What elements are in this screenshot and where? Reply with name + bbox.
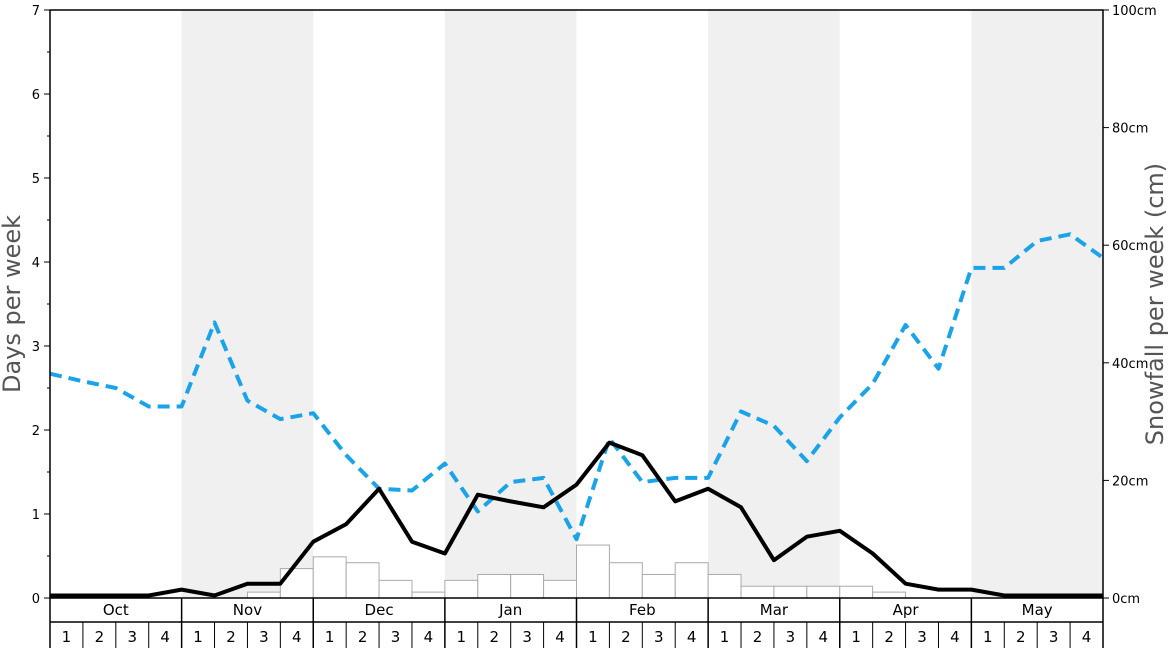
week-label: 2 (489, 628, 499, 646)
snowfall-bar (641, 573, 676, 599)
week-label: 2 (753, 628, 763, 646)
right-axis-title: Snowfall per week (cm) (1141, 163, 1168, 445)
month-shade (444, 10, 577, 598)
week-label: 1 (851, 628, 861, 646)
right-tick-label: 100cm (1112, 4, 1157, 19)
week-label: 4 (1082, 628, 1092, 646)
week-label: 1 (588, 628, 598, 646)
week-label: 4 (950, 628, 960, 646)
snowfall-bar (246, 591, 281, 599)
snowfall-bar (477, 573, 512, 599)
week-label: 2 (884, 628, 894, 646)
month-label: Feb (629, 601, 656, 619)
right-tick-label: 20cm (1112, 474, 1148, 489)
snowfall-bar (839, 585, 874, 599)
snowfall-bar (279, 568, 314, 599)
left-tick-label: 0 (32, 592, 40, 607)
week-label: 4 (160, 628, 170, 646)
right-tick-label: 0cm (1112, 592, 1140, 607)
snowfall-bar (576, 544, 610, 599)
month-row: Oct Nov Dec Jan Feb Mar Apr May (49, 598, 1104, 648)
left-axis-title: Days per week (0, 215, 26, 393)
week-label: 2 (95, 628, 105, 646)
month-label: Oct (103, 601, 129, 619)
week-label: 4 (424, 628, 434, 646)
week-label: 1 (193, 628, 203, 646)
solid-series-line (50, 440, 1103, 598)
month-label: Jan (498, 601, 522, 619)
snowfall-bar (806, 585, 841, 599)
week-label: 4 (819, 628, 829, 646)
month-shade (971, 10, 1103, 598)
snowfall-bar (510, 573, 545, 599)
month-label: Nov (233, 601, 262, 619)
snowfall-bar (312, 556, 347, 599)
month-label: Apr (893, 601, 920, 619)
week-label: 2 (1016, 628, 1026, 646)
snowfall-bar (773, 585, 808, 599)
week-label: 3 (259, 628, 269, 646)
week-label: 1 (983, 628, 993, 646)
left-tick-label: 5 (32, 172, 40, 187)
snowfall-bar (707, 573, 742, 599)
left-axis: 0 1 2 3 4 5 6 7 (32, 4, 50, 607)
week-label: 3 (1049, 628, 1059, 646)
month-shade (181, 10, 314, 598)
week-label: 1 (62, 628, 72, 646)
left-tick-label: 1 (32, 508, 40, 523)
snowfall-bar (411, 591, 446, 599)
left-tick-label: 7 (32, 4, 40, 19)
week-label: 4 (687, 628, 697, 646)
right-tick-label: 60cm (1112, 239, 1148, 254)
week-label: 3 (654, 628, 664, 646)
week-label: 3 (917, 628, 927, 646)
snowfall-bar (872, 591, 907, 599)
month-label: Dec (365, 601, 394, 619)
left-tick-label: 3 (32, 340, 40, 355)
week-label: 2 (621, 628, 631, 646)
week-label: 1 (457, 628, 467, 646)
week-label: 1 (720, 628, 730, 646)
month-label: Mar (760, 601, 789, 619)
week-label: 3 (391, 628, 401, 646)
right-tick-label: 80cm (1112, 122, 1148, 137)
right-tick-label: 40cm (1112, 357, 1148, 372)
week-label: 4 (292, 628, 302, 646)
week-label: 4 (555, 628, 565, 646)
day-lines (49, 232, 1105, 598)
snowfall-bar (543, 579, 577, 599)
week-label: 3 (127, 628, 137, 646)
week-label: 3 (522, 628, 532, 646)
snowfall-bar (378, 579, 413, 599)
right-axis: 0cm 20cm 40cm 60cm 80cm 100cm (1103, 4, 1157, 607)
snowfall-bar (444, 579, 479, 599)
week-label: 1 (325, 628, 335, 646)
month-shading (181, 10, 1103, 598)
month-label: May (1022, 601, 1053, 619)
week-label: 2 (226, 628, 236, 646)
snowfall-bar (740, 585, 775, 599)
dashed-series-line (49, 232, 1105, 542)
left-tick-label: 4 (32, 256, 40, 271)
snowfall-bar (608, 562, 643, 599)
month-shade (708, 10, 840, 598)
snowfall-bar (345, 562, 380, 599)
snowfall-bars (246, 544, 907, 599)
left-tick-label: 6 (32, 88, 40, 103)
week-label: 3 (786, 628, 796, 646)
week-row: 1 2 3 4 1 2 3 4 1 2 3 4 1 2 3 4 1 2 3 4 1 2 3 4 1 2 3 4 1 2 3 4 (62, 622, 1092, 648)
week-label: 2 (358, 628, 368, 646)
left-tick-label: 2 (32, 424, 40, 439)
snowfall-bar (674, 562, 709, 599)
